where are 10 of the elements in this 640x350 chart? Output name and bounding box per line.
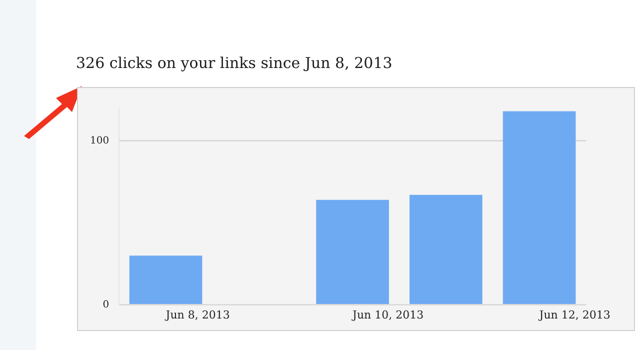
y-tick-label: 0 (102, 299, 110, 310)
bar (502, 111, 576, 304)
x-tick-label: Jun 10, 2013 (352, 308, 424, 322)
bar (316, 200, 389, 304)
x-tick-label: Jun 8, 2013 (164, 308, 230, 322)
x-tick-label: Jun 12, 2013 (538, 308, 610, 322)
bar (129, 256, 202, 304)
chart-title: 326 clicks on your links since Jun 8, 2013 (76, 54, 392, 72)
y-tick-label: 100 (90, 135, 110, 146)
bar (410, 194, 482, 304)
